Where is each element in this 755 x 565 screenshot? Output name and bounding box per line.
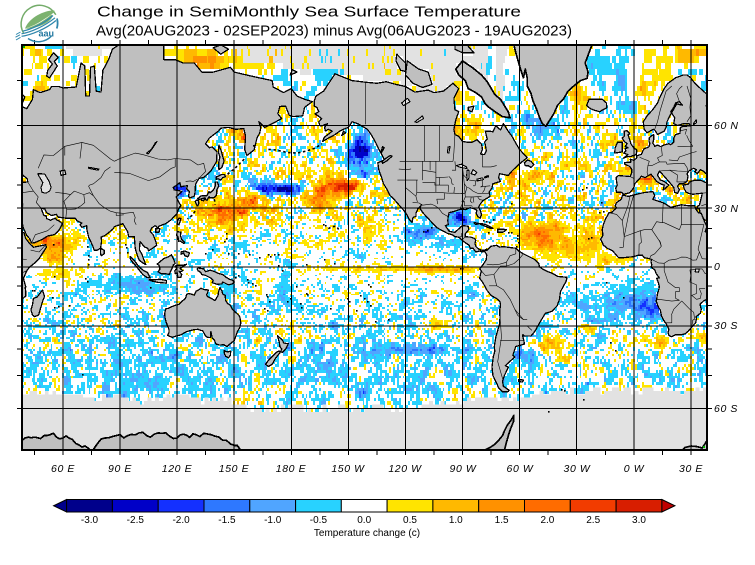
svg-text:aau: aau — [39, 29, 55, 39]
svg-text:-1.5: -1.5 — [218, 515, 236, 526]
svg-text:Avg(20AUG2023 - 02SEP2023) min: Avg(20AUG2023 - 02SEP2023) minus Avg(06A… — [96, 23, 572, 40]
svg-text:60 W: 60 W — [507, 463, 534, 475]
svg-text:-2.5: -2.5 — [127, 515, 145, 526]
svg-text:-2.0: -2.0 — [172, 515, 190, 526]
svg-text:30 W: 30 W — [564, 463, 591, 475]
svg-text:180 E: 180 E — [276, 463, 307, 475]
svg-text:2.5: 2.5 — [586, 515, 600, 526]
svg-text:60 N: 60 N — [714, 120, 739, 132]
svg-text:150 W: 150 W — [331, 463, 365, 475]
svg-text:Temperature change (c): Temperature change (c) — [314, 528, 420, 539]
svg-text:150 E: 150 E — [219, 463, 250, 475]
svg-text:90 W: 90 W — [450, 463, 477, 475]
svg-text:60 E: 60 E — [51, 463, 75, 475]
svg-text:120 E: 120 E — [162, 463, 193, 475]
svg-text:0.5: 0.5 — [403, 515, 417, 526]
svg-text:60 S: 60 S — [714, 403, 738, 415]
svg-text:1.0: 1.0 — [449, 515, 463, 526]
svg-text:1.5: 1.5 — [495, 515, 509, 526]
svg-text:30 E: 30 E — [679, 463, 703, 475]
svg-text:Change in SemiMonthly Sea Surf: Change in SemiMonthly Sea Surface Temper… — [97, 4, 521, 21]
svg-text:30 N: 30 N — [714, 203, 739, 215]
svg-text:120 W: 120 W — [388, 463, 422, 475]
svg-text:-1.0: -1.0 — [264, 515, 282, 526]
svg-text:3.0: 3.0 — [632, 515, 646, 526]
svg-text:0.0: 0.0 — [357, 515, 371, 526]
svg-text:-0.5: -0.5 — [310, 515, 328, 526]
svg-text:90 E: 90 E — [108, 463, 132, 475]
svg-text:0: 0 — [714, 261, 720, 273]
svg-text:-3.0: -3.0 — [81, 515, 99, 526]
svg-text:2.0: 2.0 — [540, 515, 554, 526]
svg-text:0 W: 0 W — [624, 463, 645, 475]
svg-text:30 S: 30 S — [714, 320, 738, 332]
